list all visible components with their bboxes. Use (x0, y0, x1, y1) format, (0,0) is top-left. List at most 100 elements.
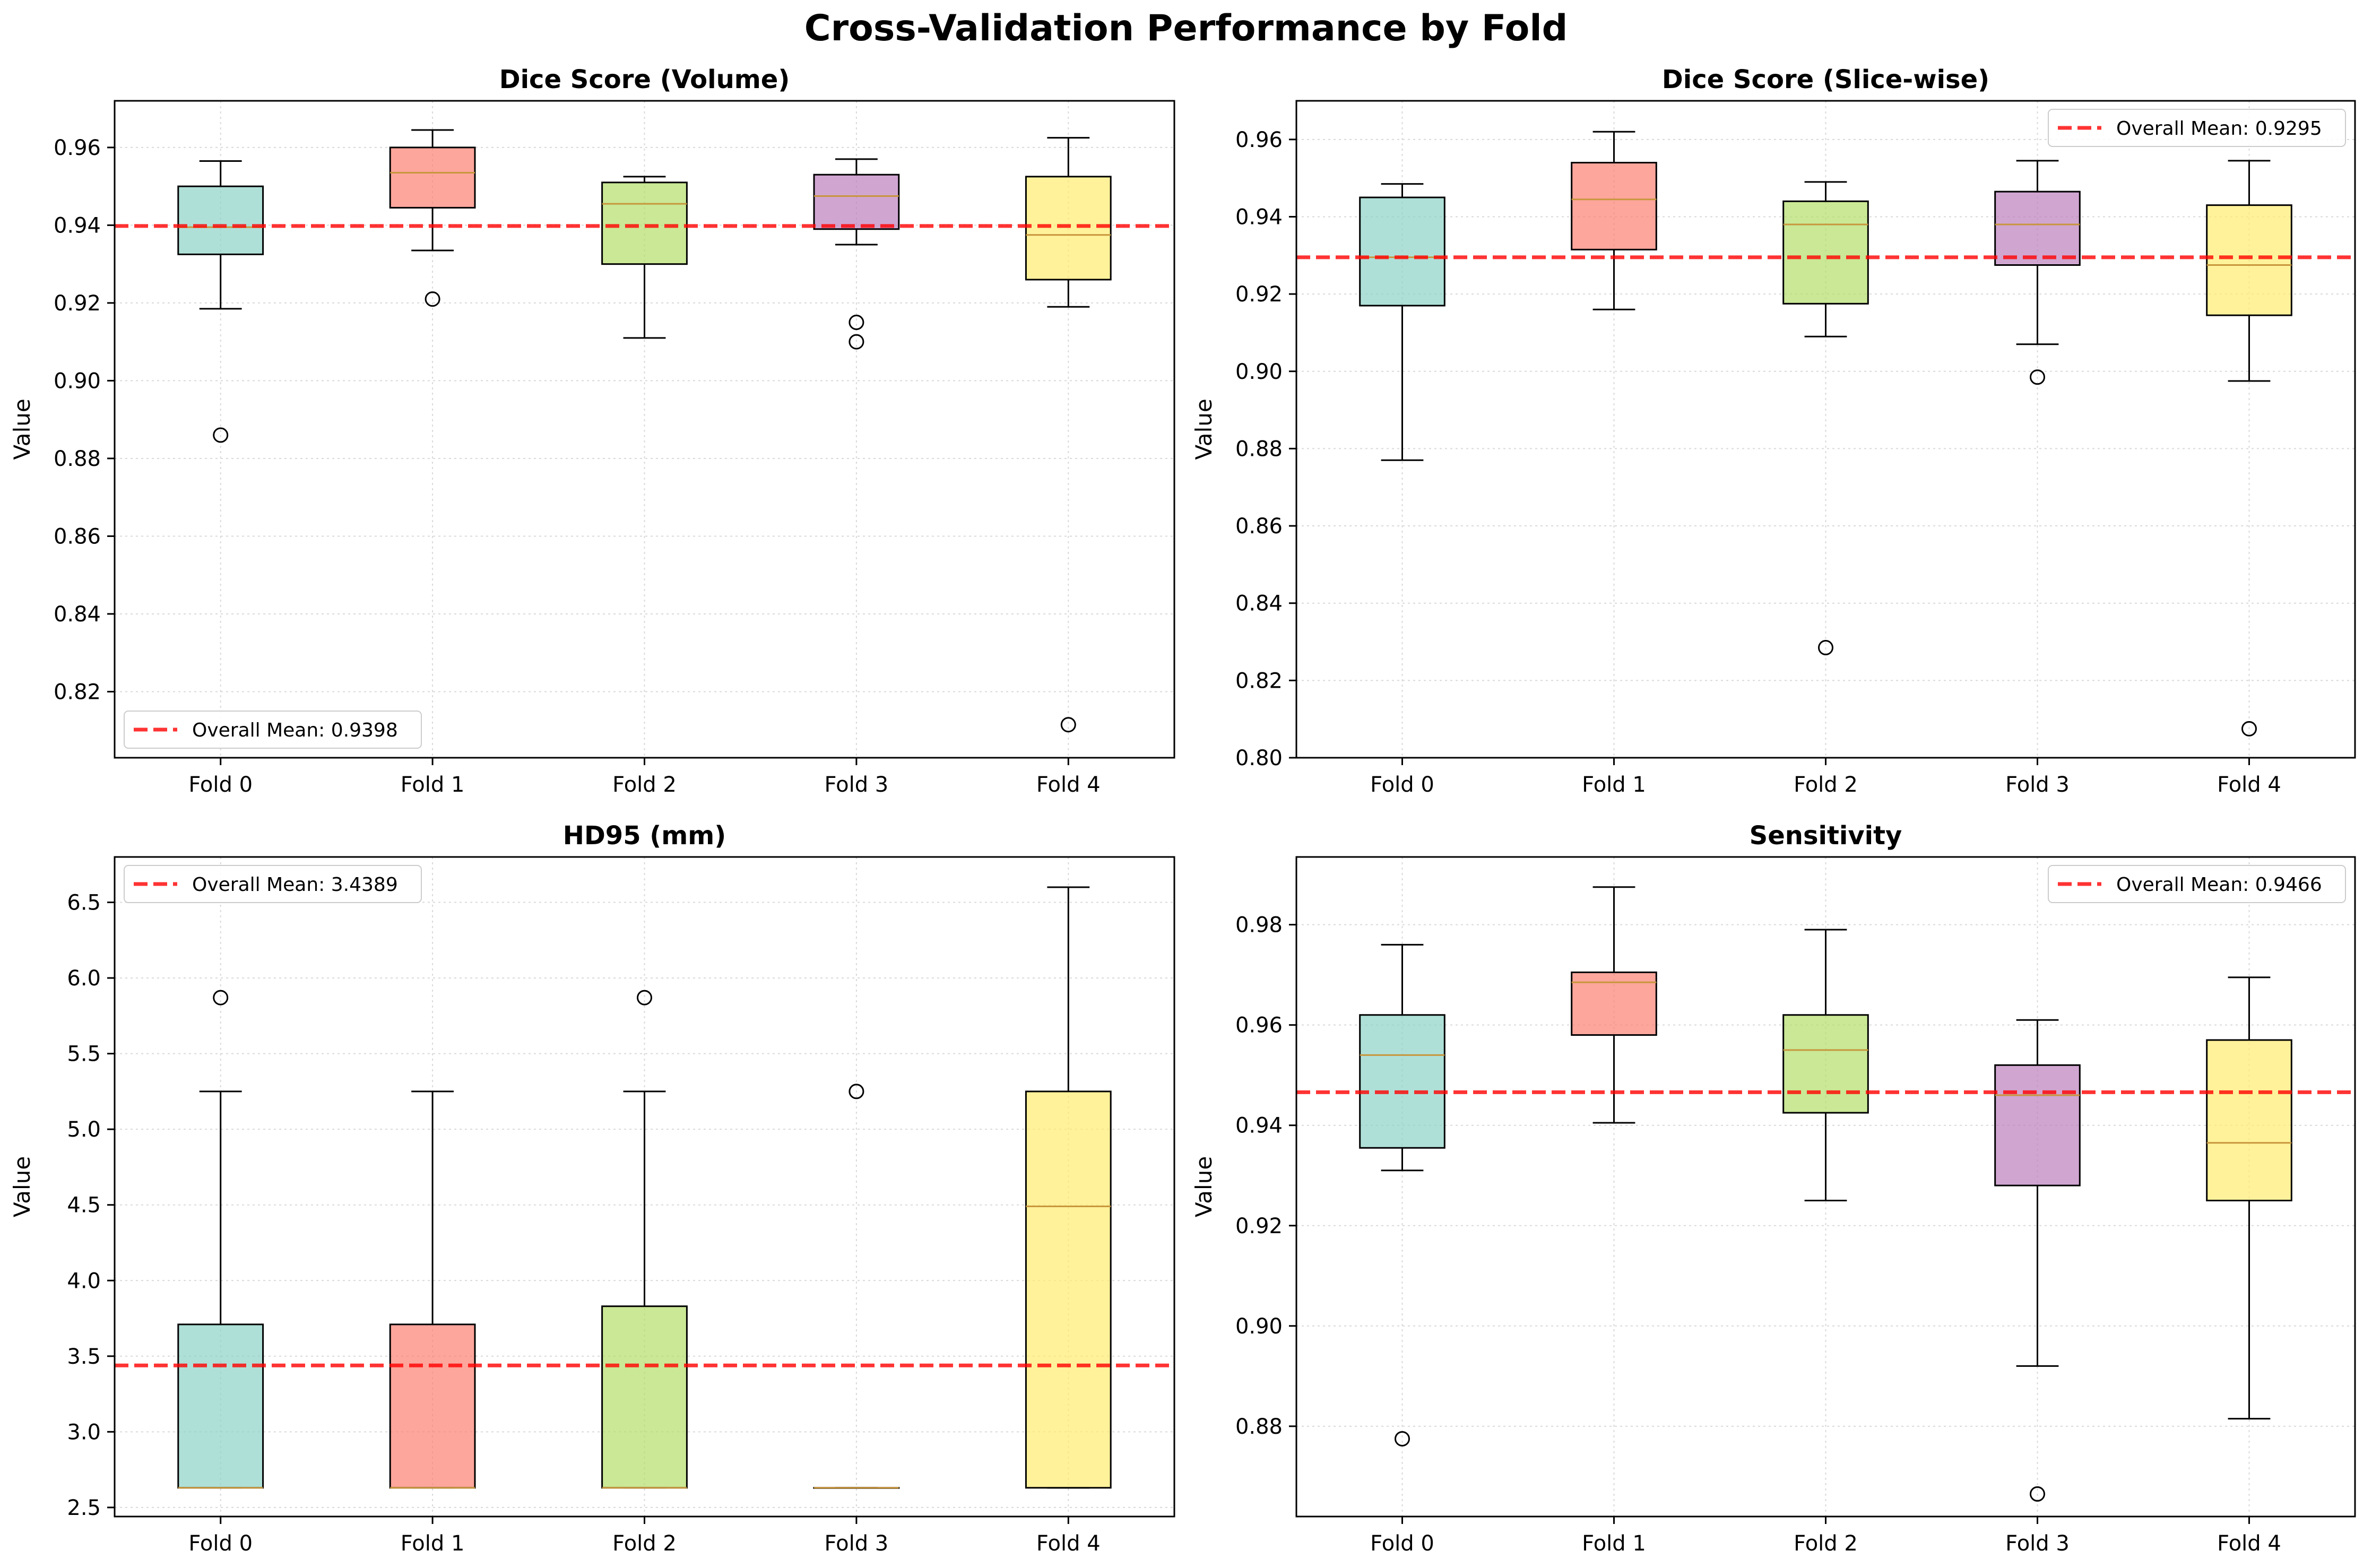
y-tick-label: 0.86 (54, 524, 101, 549)
box-fold-3 (813, 1084, 900, 1489)
y-tick-label: 0.82 (1235, 669, 1283, 693)
legend: Overall Mean: 0.9466 (2048, 865, 2346, 903)
x-tick-label: Fold 3 (825, 1531, 889, 1556)
y-tick-label: 6.0 (67, 966, 101, 991)
legend-label: Overall Mean: 0.9398 (192, 720, 398, 741)
x-tick-label: Fold 4 (2217, 1531, 2281, 1556)
y-axis-label: Value (9, 399, 35, 460)
y-tick-label: 0.90 (54, 369, 101, 393)
y-tick-label: 0.84 (1235, 592, 1283, 616)
legend-box (124, 865, 422, 903)
y-tick-label: 0.86 (1235, 514, 1283, 539)
iqr-box (2206, 204, 2292, 316)
iqr-box (177, 1323, 264, 1489)
panel-dice-slice: 0.80 0.82 0.84 0.86 0.88 0.90 0.92 0.94 0.96 Fold… (1191, 65, 2356, 797)
x-tick-label: Fold 1 (401, 773, 465, 797)
x-tick-label: Fold 0 (188, 773, 253, 797)
panel-title: HD95 (mm) (563, 821, 726, 851)
iqr-box (1025, 176, 1112, 281)
panel-hd95: 2.5 3.0 3.5 4.0 4.5 5.0 5.5 6.0 6.5 Fold 0 Fold 1 F… (9, 821, 1175, 1556)
iqr-box (1025, 1090, 1112, 1489)
iqr-box (389, 146, 476, 209)
iqr-box (389, 1323, 476, 1489)
y-tick-label: 5.0 (67, 1117, 101, 1142)
iqr-box (1782, 200, 1869, 305)
x-tick-label: Fold 0 (1370, 1531, 1434, 1556)
x-tick-label: Fold 0 (188, 1531, 253, 1556)
x-tick-label: Fold 4 (1036, 773, 1101, 797)
figure-title: Cross-Validation Performance by Fold (804, 7, 1568, 49)
panel-title: Dice Score (Volume) (499, 65, 790, 94)
x-tick-label: Fold 3 (2005, 1531, 2070, 1556)
y-tick-label: 0.88 (1235, 1415, 1283, 1439)
y-tick-label: 0.80 (1235, 746, 1283, 770)
iqr-box (601, 181, 688, 265)
x-tick-label: Fold 1 (1582, 773, 1646, 797)
box-fold-2 (601, 990, 688, 1489)
y-tick-label: 3.5 (67, 1345, 101, 1369)
x-tick-label: Fold 4 (1036, 1531, 1101, 1556)
box-fold-2 (1782, 929, 1869, 1201)
legend-label: Overall Mean: 0.9295 (2116, 118, 2322, 140)
legend: Overall Mean: 0.9398 (124, 711, 422, 749)
y-tick-label: 0.88 (1235, 437, 1283, 461)
panel-title: Dice Score (Slice-wise) (1662, 65, 1989, 94)
y-tick-label: 0.96 (1235, 128, 1283, 152)
outlier-point (637, 990, 652, 1006)
legend-label: Overall Mean: 0.9466 (2116, 874, 2322, 896)
legend-box (2048, 865, 2346, 903)
outlier-point (1818, 639, 1833, 655)
iqr-box (813, 174, 900, 230)
box-fold-3 (813, 158, 900, 350)
y-tick-label: 4.0 (67, 1269, 101, 1293)
x-tick-label: Fold 2 (612, 1531, 677, 1556)
panel-dice-volume: 0.82 0.84 0.86 0.88 0.90 0.92 0.94 0.96 Fold 0 Fo… (9, 65, 1175, 797)
box-fold-4 (1025, 137, 1112, 733)
y-tick-label: 0.94 (54, 213, 101, 238)
x-tick-label: Fold 0 (1370, 773, 1434, 797)
legend-box (124, 711, 422, 749)
box-fold-2 (601, 176, 688, 339)
y-tick-label: 2.5 (67, 1496, 101, 1520)
y-tick-label: 0.90 (1235, 360, 1283, 384)
box-fold-0 (1359, 183, 1445, 461)
legend: Overall Mean: 3.4389 (124, 865, 422, 903)
iqr-box (1359, 1014, 1445, 1149)
outlier-point (1395, 1431, 1410, 1446)
x-tick-label: Fold 3 (825, 773, 889, 797)
iqr-box (1994, 1064, 2081, 1186)
legend-box (2048, 109, 2346, 147)
outlier-point (2030, 1486, 2045, 1502)
panel-title: Sensitivity (1750, 821, 1902, 851)
x-tick-label: Fold 4 (2217, 773, 2281, 797)
box-fold-2 (1782, 181, 1869, 655)
y-tick-label: 0.94 (1235, 205, 1283, 229)
outlier-point (2241, 721, 2257, 737)
y-tick-label: 0.96 (1235, 1013, 1283, 1038)
y-axis-label: Value (1191, 1156, 1217, 1217)
y-tick-label: 3.0 (67, 1420, 101, 1444)
y-axis-label: Value (1191, 399, 1217, 460)
x-tick-label: Fold 1 (1582, 1531, 1646, 1556)
y-tick-label: 5.5 (67, 1042, 101, 1067)
iqr-box (2206, 1039, 2292, 1201)
box-fold-3 (1994, 1019, 2081, 1502)
y-tick-label: 0.92 (1235, 282, 1283, 307)
iqr-box (1994, 190, 2081, 266)
y-tick-label: 0.84 (54, 602, 101, 627)
outlier-point (1060, 717, 1076, 733)
box-fold-4 (1025, 886, 1112, 1489)
y-tick-label: 4.5 (67, 1193, 101, 1218)
y-tick-label: 6.5 (67, 891, 101, 915)
iqr-box (1571, 162, 1657, 250)
y-tick-label: 0.92 (54, 291, 101, 316)
x-tick-label: Fold 2 (1794, 1531, 1858, 1556)
y-tick-label: 0.98 (1235, 913, 1283, 938)
box-fold-1 (1571, 131, 1657, 310)
outlier-point (849, 315, 864, 331)
y-tick-label: 0.88 (54, 447, 101, 471)
outlier-point (425, 291, 440, 307)
y-tick-label: 0.96 (54, 136, 101, 160)
